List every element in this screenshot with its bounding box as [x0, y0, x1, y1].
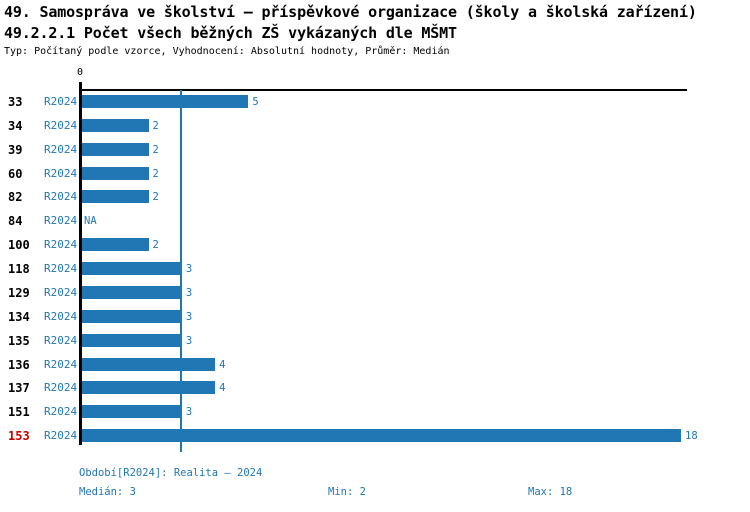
value-label: 3	[185, 263, 193, 276]
category-label: 118	[8, 262, 30, 277]
value-label: 2	[152, 191, 159, 204]
footer-max: Max: 18	[528, 486, 573, 498]
series-label: R2024	[44, 405, 78, 419]
value-label: 2	[152, 119, 159, 132]
category-label: 33	[8, 95, 23, 109]
bar	[82, 95, 249, 108]
bar	[82, 357, 216, 371]
value-label: 3	[185, 334, 193, 347]
bar	[82, 142, 149, 156]
series-label: R2024	[44, 429, 78, 443]
chart-row: 100 R2024 2	[0, 233, 750, 257]
chart-row: 153 R2024 18	[0, 424, 750, 448]
indicator-title: 49.2.2.1 Počet všech běžných ZŠ vykázaný…	[4, 24, 457, 42]
value-label: 2	[152, 239, 159, 252]
series-label: R2024	[44, 285, 78, 299]
bar	[82, 190, 149, 204]
bar	[82, 166, 149, 180]
chart-row: 118 R2024 3	[0, 257, 750, 281]
y-axis-line	[79, 82, 82, 445]
chart-row: 60 R2024 2	[0, 162, 750, 186]
series-label: R2024	[44, 309, 78, 323]
category-label: 100	[8, 238, 30, 253]
bar	[82, 405, 182, 419]
chart-row: 134 R2024 3	[0, 305, 750, 329]
value-label: 2	[152, 167, 159, 180]
chart-row: 151 R2024 3	[0, 400, 750, 424]
series-label: R2024	[44, 238, 78, 252]
bar	[82, 262, 182, 276]
category-label: 129	[8, 285, 30, 300]
chart-row: 33 R2024 5	[0, 90, 750, 114]
value-label: 5	[252, 96, 259, 108]
category-label: 60	[8, 166, 23, 181]
chart-row: 135 R2024 3	[0, 329, 750, 353]
chart-row: 82 R2024 2	[0, 185, 750, 209]
series-label: R2024	[44, 357, 78, 371]
category-label: 151	[8, 405, 30, 420]
chart-row: 34 R2024 2	[0, 114, 750, 138]
chart-row: 84 R2024 NA	[0, 209, 750, 233]
bar	[82, 333, 182, 347]
x-axis-tick-zero-label: 0	[76, 67, 84, 78]
value-label: 2	[152, 143, 159, 156]
bar	[82, 381, 216, 395]
bar	[82, 429, 682, 443]
chart-row: 129 R2024 3	[0, 281, 750, 305]
chart-row: 136 R2024 4	[0, 353, 750, 377]
bar	[82, 309, 182, 323]
value-label: NA	[84, 215, 97, 228]
category-label: 134	[8, 309, 30, 324]
series-label: R2024	[44, 142, 78, 156]
category-label: 39	[8, 142, 23, 157]
category-label: 153	[8, 429, 30, 444]
bar	[82, 238, 149, 252]
series-label: R2024	[44, 190, 78, 204]
bar	[82, 118, 149, 132]
report-title: 49. Samospráva ve školství – příspěvkové…	[4, 3, 697, 21]
footer-median: Medián: 3	[79, 486, 136, 498]
footer-period: Období[R2024]: Realita – 2024	[79, 467, 263, 479]
series-label: R2024	[44, 262, 78, 276]
value-label: 4	[219, 382, 226, 395]
category-label: 84	[8, 214, 23, 229]
meta-line: Typ: Počítaný podle vzorce, Vyhodnocení:…	[4, 46, 450, 57]
series-label: R2024	[44, 214, 78, 228]
series-label: R2024	[44, 333, 78, 347]
value-label: 3	[185, 310, 193, 323]
chart-row: 137 R2024 4	[0, 376, 750, 400]
value-label: 18	[685, 430, 698, 443]
category-label: 82	[8, 190, 23, 205]
category-label: 137	[8, 381, 30, 396]
x-axis-line	[79, 89, 687, 91]
value-label: 4	[219, 358, 226, 371]
footer-min: Min: 2	[328, 486, 366, 498]
chart-row: 39 R2024 2	[0, 138, 750, 162]
value-label: 3	[185, 406, 193, 419]
bar	[82, 285, 182, 299]
series-label: R2024	[44, 118, 78, 132]
series-label: R2024	[44, 95, 78, 108]
category-label: 135	[8, 333, 30, 348]
series-label: R2024	[44, 166, 78, 180]
category-label: 34	[8, 118, 23, 133]
category-label: 136	[8, 357, 30, 372]
value-label: 3	[185, 286, 193, 299]
series-label: R2024	[44, 381, 78, 395]
